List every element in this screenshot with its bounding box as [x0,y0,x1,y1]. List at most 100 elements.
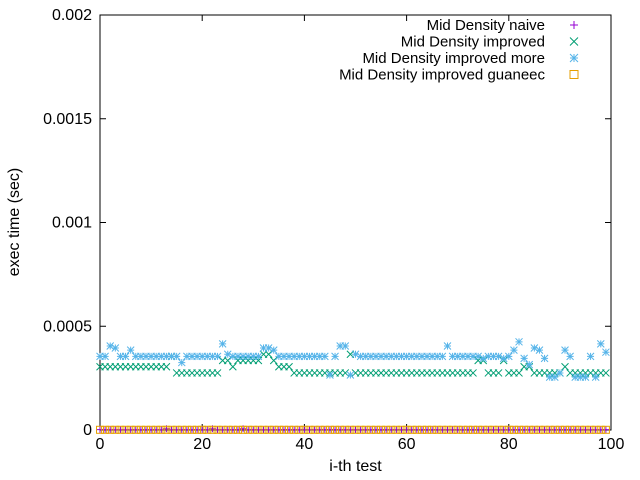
data-point [111,425,120,434]
data-point [167,352,176,361]
data-point [586,425,595,434]
data-point [453,352,462,361]
data-point [550,373,559,381]
x-tick-label: 60 [398,436,416,453]
data-point [545,425,554,434]
data-point [392,352,401,361]
data-point [387,352,396,361]
data-point [499,354,508,363]
data-point [525,425,534,434]
data-point [428,352,437,361]
data-point [581,373,590,381]
data-point [371,425,380,434]
data-point [418,352,426,361]
data-point [494,369,503,377]
data-point [157,426,165,434]
data-point [229,352,237,361]
data-point [602,348,610,357]
data-point [290,425,299,434]
data-point [188,352,196,361]
data-point [182,425,191,434]
data-point [504,425,513,434]
data-point [259,425,268,434]
data-point [116,352,125,361]
data-point [591,373,600,381]
series-group [96,425,610,434]
data-point [249,352,258,361]
data-point [596,340,605,348]
data-point [305,425,314,434]
data-point [469,425,478,434]
data-point [423,425,432,434]
data-point [458,425,467,434]
data-point [320,352,329,361]
data-point [331,352,339,361]
data-point [499,425,508,434]
data-point [244,425,253,434]
data-point [157,425,166,434]
data-point [351,425,360,434]
data-point [147,352,155,361]
data-point [336,425,345,434]
series-group [96,425,610,434]
data-point [515,337,523,346]
data-point [397,352,406,361]
x-tick-label: 0 [96,436,105,453]
data-point [515,369,523,377]
data-point [387,425,396,434]
data-point [591,425,600,434]
data-point [167,425,176,434]
data-point [310,425,319,434]
data-point [377,352,385,361]
data-point [223,350,232,359]
data-point [484,352,493,361]
data-point [106,342,115,350]
data-point [509,425,518,434]
data-point [540,425,549,434]
data-point [407,425,416,434]
data-point [279,425,288,434]
data-point [147,425,156,434]
data-point [295,425,304,434]
data-point [571,425,580,434]
legend-label: Mid Density naive [427,17,545,34]
data-point [489,352,498,361]
data-point [576,425,585,434]
data-point [152,352,161,361]
data-point [254,352,263,361]
data-point [351,350,360,359]
data-point [244,352,253,361]
data-point [366,425,375,434]
data-point [397,425,406,434]
data-point [269,425,278,434]
data-point [239,352,247,361]
data-point [254,425,263,434]
data-point [106,425,115,434]
data-point [290,352,299,361]
data-point [234,426,242,434]
data-point [203,426,211,434]
data-point [228,425,237,434]
data-point [172,352,181,361]
data-point [305,352,314,361]
data-point [136,425,145,434]
data-point [402,425,411,434]
data-point [96,352,104,361]
data-point [479,354,488,363]
data-point [126,346,135,354]
data-point [443,425,452,434]
data-point [474,352,482,361]
data-point [428,425,437,434]
data-point [479,425,488,434]
data-point [601,425,610,434]
data-point [392,425,401,434]
data-point [229,362,237,371]
x-tick-label: 40 [296,436,314,453]
data-point [177,358,186,367]
data-point [569,70,579,79]
data-point [264,344,273,352]
data-point [412,425,421,434]
data-point [586,352,595,361]
data-point [325,425,334,434]
